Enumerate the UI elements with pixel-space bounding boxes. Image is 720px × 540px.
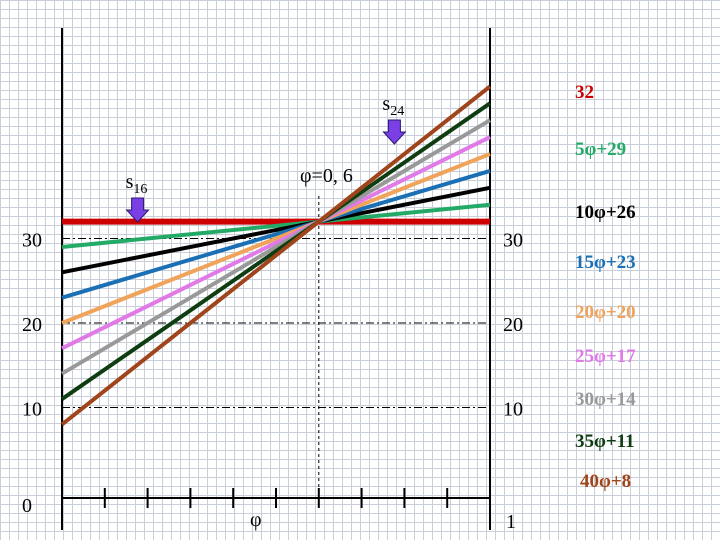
y-tick-label-30: 30 (22, 230, 42, 252)
series-line-7 (60, 101, 492, 401)
x-axis-label: φ (250, 509, 262, 531)
arrow-down-icon (125, 197, 150, 223)
marker-subscript: 16 (133, 182, 147, 197)
legend-entry-2: 10φ+26 (575, 202, 636, 223)
series-line-1 (61, 202, 491, 249)
y-tick-label-0: 0 (22, 495, 32, 517)
legend-entry-4: 20φ+20 (575, 302, 636, 323)
marker-letter: s (382, 93, 390, 115)
legend: 32 5φ+29 10φ+26 15φ+23 20φ+20 25φ+17 30φ+14 35φ… (575, 82, 636, 492)
series-line-3 (61, 168, 491, 300)
arrow-down-icon (382, 119, 407, 145)
marker-label-16: s16 (126, 171, 148, 197)
legend-entry-8: 40φ+8 (580, 471, 631, 492)
series-line-5 (61, 135, 491, 351)
y-tick-label-10: 10 (22, 399, 42, 421)
x-end-label: 1 (506, 511, 516, 533)
series-line-6 (60, 118, 492, 376)
y-tick-label-right-10: 10 (503, 399, 523, 421)
legend-entry-0: 32 (575, 82, 594, 103)
legend-entry-3: 15φ+23 (575, 252, 636, 273)
marker-letter: s (126, 171, 134, 193)
marker-subscript: 24 (390, 104, 404, 119)
legend-entry-5: 25φ+17 (575, 346, 636, 367)
series-line-4 (61, 152, 491, 325)
legend-entry-7: 35φ+11 (575, 431, 635, 452)
axes (61, 28, 491, 530)
y-tick-label-20: 20 (22, 314, 42, 336)
series-line-8 (60, 84, 492, 426)
intersection-label: φ=0, 6 (300, 165, 353, 187)
legend-entry-1: 5φ+29 (575, 139, 626, 160)
y-tick-label-right-30: 30 (503, 230, 523, 252)
series-line-2 (61, 185, 491, 275)
marker-label-24: s24 (382, 93, 404, 119)
legend-entry-6: 30φ+14 (575, 389, 636, 410)
series-lines (60, 84, 492, 426)
y-tick-label-right-20: 20 (503, 314, 523, 336)
